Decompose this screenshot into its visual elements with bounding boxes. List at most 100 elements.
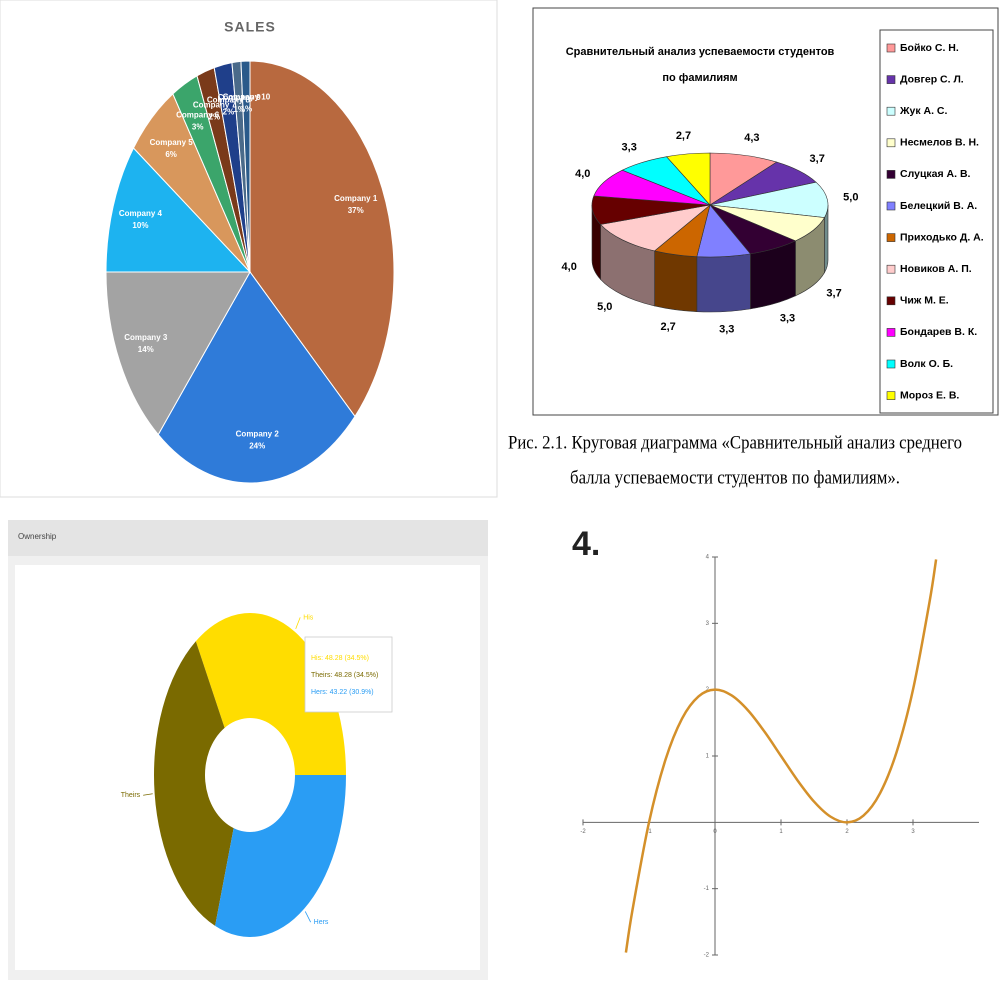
legend-swatch [886, 296, 896, 306]
legend-box [879, 29, 994, 414]
x-tick-label: 3 [911, 829, 915, 835]
legend-label: Новиков А. П. [900, 263, 972, 275]
slice-value-label: 10% [132, 221, 148, 230]
caption: балла успеваемости студентов по фамилиям… [570, 467, 900, 488]
slice-label: Theirs [121, 792, 141, 799]
y-tick-label: 4 [706, 555, 710, 561]
pie-slice [709, 181, 829, 218]
legend-label: Жук А. С. [899, 105, 948, 117]
legend-label: Волк О. Б. [900, 358, 953, 370]
legend-label: Довгер С. Л. [900, 73, 964, 85]
slice-label: Company 8 [207, 95, 251, 104]
slice-value-label: 2% [209, 113, 221, 122]
slice-side [696, 253, 751, 313]
y-tick-label: 1 [706, 754, 710, 760]
tooltip-line: Theirs: 48.28 (34.5%) [311, 672, 378, 679]
y-tick-label: -2 [704, 953, 710, 959]
leader-line [295, 617, 301, 630]
value-label: 3,3 [622, 141, 637, 153]
slice-value-label: 3% [192, 123, 204, 132]
y-tick-label: -1 [704, 886, 710, 892]
slice-label: Company 10 [223, 92, 271, 101]
slice-value-label: 37% [348, 206, 364, 215]
legend-swatch [886, 43, 896, 53]
value-label: 5,0 [843, 192, 858, 204]
chart-title: SALES [224, 19, 276, 35]
slice-label: Company 5 [150, 138, 194, 147]
value-label: 3,7 [826, 288, 841, 300]
slice-side [654, 250, 698, 312]
value-label: 3,3 [719, 324, 734, 336]
slice-label: His [303, 614, 314, 621]
slice-value-label: 2% [223, 107, 235, 116]
legend-label: Несмелов В. Н. [900, 137, 979, 149]
legend-label: Приходько Д. А. [900, 231, 984, 243]
caption: Рис. 2.1. Круговая диаграмма «Сравнитель… [508, 432, 962, 453]
chart-title: Ownership [18, 532, 57, 541]
legend-label: Белецкий В. А. [900, 200, 977, 212]
slice-label: Company 9 [218, 93, 262, 102]
slice-label: Hers [314, 919, 329, 926]
slice-label: Company 2 [236, 430, 280, 439]
value-label: 5,0 [597, 301, 612, 313]
legend-swatch [886, 201, 896, 211]
value-label: 2,7 [676, 130, 691, 142]
slice-label: Company 6 [176, 111, 220, 120]
slice-value-label: 24% [249, 442, 265, 451]
slice-value-label: 6% [165, 150, 177, 159]
leader-line [304, 911, 312, 923]
leader-line [143, 793, 153, 796]
donut-slice [154, 641, 234, 926]
legend-label: Бойко С. Н. [900, 42, 959, 54]
value-label: 3,3 [780, 313, 795, 325]
tooltip-line: Hers: 43.22 (30.9%) [311, 689, 374, 696]
slice-label: Company 1 [334, 194, 378, 203]
function-curve [624, 559, 938, 953]
legend-swatch [886, 233, 896, 242]
x-tick-label: -2 [580, 829, 586, 835]
pie-slice [105, 271, 251, 436]
chart-title: 4. [572, 525, 600, 563]
panel-header [8, 520, 488, 556]
legend-swatch [886, 170, 896, 179]
legend-swatch [886, 391, 896, 400]
x-tick-label: -1 [646, 829, 652, 835]
pie-slice [105, 147, 252, 273]
legend-label: Мороз Е. В. [900, 389, 959, 401]
pie-slice [157, 271, 356, 484]
legend-label: Чиж М. Е. [900, 295, 949, 307]
legend-swatch [886, 359, 896, 369]
pie-slice [249, 60, 395, 418]
legend-swatch [886, 75, 896, 84]
value-label: 4,0 [575, 168, 590, 180]
x-tick-label: 1 [779, 829, 783, 835]
pie-slice [240, 60, 251, 273]
chart-title: по фамилиям [662, 72, 737, 84]
slice-value-label: 1% [241, 104, 253, 113]
legend-swatch [886, 264, 896, 274]
slice-label: Company 7 [193, 101, 237, 110]
slice-value-label: 1% [233, 105, 245, 114]
tooltip [304, 636, 393, 713]
value-label: 2,7 [660, 321, 675, 333]
slice-value-label: 14% [138, 345, 154, 354]
legend-label: Бондарев В. К. [900, 326, 977, 338]
value-label: 4,0 [562, 261, 577, 273]
legend-swatch [886, 138, 896, 148]
value-label: 4,3 [744, 132, 759, 144]
tooltip-line: His: 48.28 (34.5%) [311, 655, 369, 662]
legend-swatch [886, 106, 896, 116]
value-label: 3,7 [810, 153, 825, 165]
slice-label: Company 4 [119, 209, 163, 218]
y-tick-label: 3 [706, 621, 710, 627]
legend-swatch [886, 328, 896, 337]
x-tick-label: 2 [845, 829, 849, 835]
chart-title: Сравнительный анализ успеваемости студен… [566, 46, 835, 58]
legend-label: Слуцкая А. В. [900, 168, 971, 180]
slice-label: Company 3 [124, 333, 168, 342]
donut-slice [215, 775, 346, 937]
pie-slice [665, 152, 711, 206]
x-tick-label: 0 [713, 829, 717, 835]
pie-slice [600, 204, 712, 252]
